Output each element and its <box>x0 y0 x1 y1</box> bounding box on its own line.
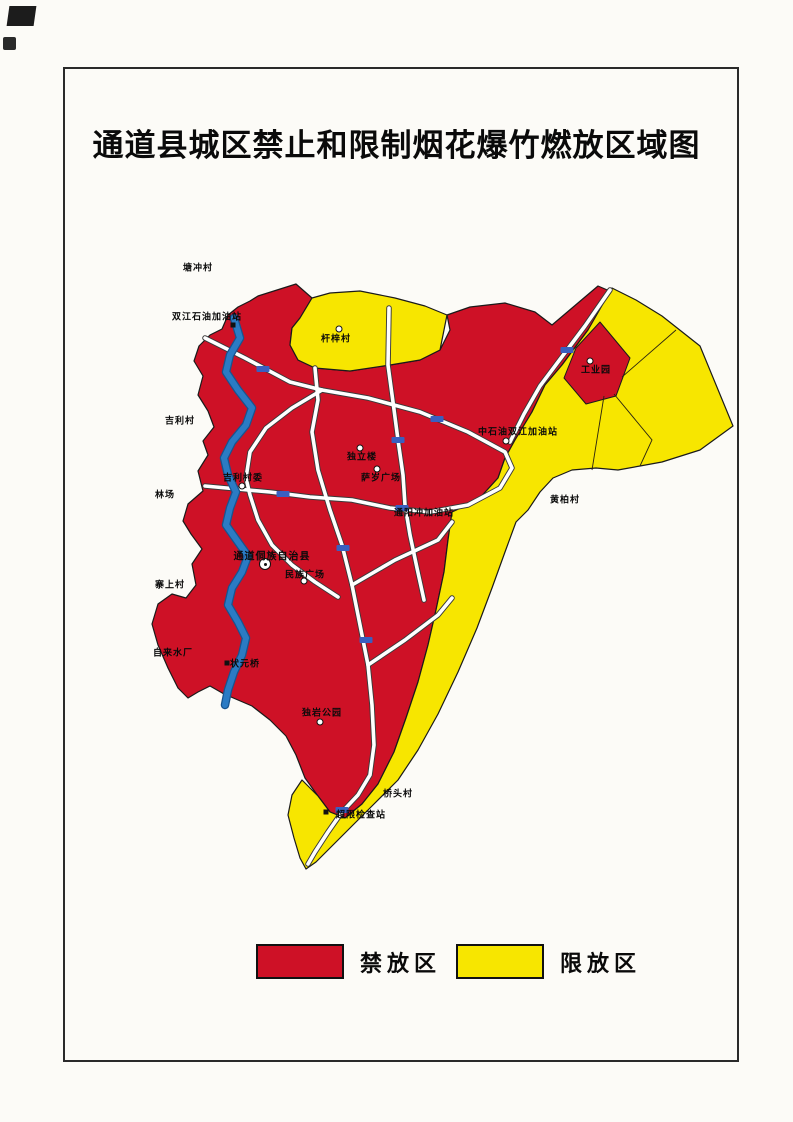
legend-label-restricted: 限放区 <box>560 950 642 976</box>
page-title: 通道县城区禁止和限制烟花爆竹燃放区域图 <box>92 128 701 163</box>
village-committee-marker <box>238 482 246 490</box>
restricted-zone-top <box>289 290 448 372</box>
map-label-tongyangchong-gas-station: 通阳冲加油站 <box>393 507 455 518</box>
industrial-park-marker <box>586 357 594 365</box>
map-label-petrochina-gas-station: 中石油双江加油站 <box>477 426 559 437</box>
road-northeast-highway <box>508 288 612 444</box>
road-number-chip <box>335 807 349 813</box>
road-number-chip <box>336 545 350 551</box>
map-label-jili-committee: 吉利村委 <box>222 472 264 483</box>
road-number-chip <box>256 366 270 372</box>
road-number-chip <box>391 437 405 443</box>
road-number-chip <box>395 505 409 511</box>
gas-station-marker <box>230 322 236 328</box>
map-label-tangchong-village: 塘冲村 <box>182 262 214 273</box>
road-number-chip <box>359 637 373 643</box>
restricted-zone-east <box>287 287 734 870</box>
map-label-huangbai-village: 黄柏村 <box>549 494 581 505</box>
bridge-marker <box>224 660 230 666</box>
map-label-jili-village: 吉利村 <box>164 415 196 426</box>
checkpoint-marker <box>323 809 329 815</box>
map-label-waterworks: 自来水厂 <box>152 647 194 658</box>
legend-swatch-prohibited <box>256 944 344 979</box>
map-label-zhuangyuan-bridge: 状元桥 <box>229 658 261 669</box>
road-diagonal-2 <box>366 596 454 667</box>
legend-swatch-restricted <box>456 944 544 979</box>
square-marker <box>300 577 308 585</box>
map-label-ganzi-village: 杆梓村 <box>320 333 352 344</box>
legend-label-prohibited: 禁放区 <box>360 950 442 976</box>
road-network <box>203 288 612 866</box>
map-label-duyan-park: 独岩公园 <box>301 707 343 718</box>
road-diagonal-1 <box>350 520 454 587</box>
road-number-chip <box>430 416 444 422</box>
parcel-boundary-line <box>591 329 677 471</box>
legend: 禁放区 限放区 <box>0 938 793 988</box>
road-number-chip <box>560 347 574 353</box>
prohibited-zone-industrial-park <box>563 321 631 405</box>
village-marker <box>335 325 343 333</box>
map-label-sasui-square: 萨岁广场 <box>360 472 402 483</box>
map-label-overload-checkpoint: 超限检查站 <box>335 809 387 820</box>
map-label-county-seat: 通道侗族自治县 <box>233 551 311 563</box>
road-east-street <box>386 306 426 602</box>
map-label-qiaotou-village: 桥头村 <box>382 788 414 799</box>
gas-station-marker <box>502 437 510 445</box>
map-label-forest-farm: 林场 <box>154 489 176 500</box>
county-seat-marker <box>259 558 271 570</box>
page-border-frame <box>63 67 739 1062</box>
legend-item-restricted: 限放区 <box>456 944 641 979</box>
river <box>221 315 255 708</box>
map-label-industrial-park: 工业园 <box>580 364 612 375</box>
legend-item-prohibited: 禁放区 <box>256 944 441 979</box>
road-number-chip <box>276 491 290 497</box>
road-west-loop <box>244 388 340 599</box>
map-label-zhaishang-village: 寨上村 <box>154 579 186 590</box>
park-marker <box>316 718 324 726</box>
landmark-marker <box>356 444 364 452</box>
square-marker <box>373 465 381 473</box>
map-label-duli-tower: 独立楼 <box>346 451 378 462</box>
scan-artifact-mark <box>3 37 16 50</box>
map-label-shuangjiang-gas-station: 双江石油加油站 <box>171 311 243 322</box>
map-label-minzu-square: 民族广场 <box>284 569 326 580</box>
